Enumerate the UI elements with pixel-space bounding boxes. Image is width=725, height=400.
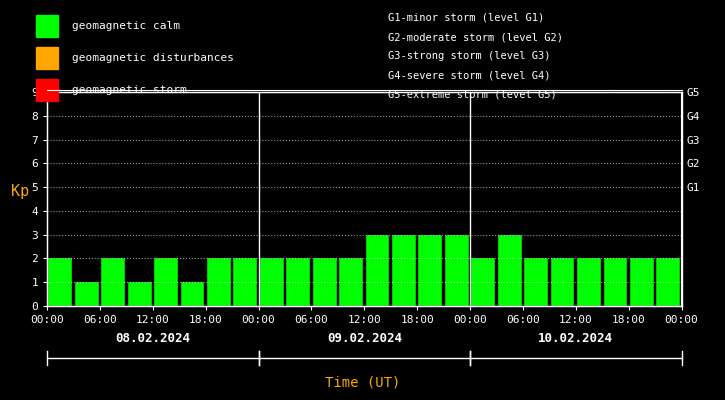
Text: G3-strong storm (level G3): G3-strong storm (level G3) [388, 51, 550, 61]
Text: G4-severe storm (level G4): G4-severe storm (level G4) [388, 70, 550, 81]
Text: 10.02.2024: 10.02.2024 [538, 332, 613, 344]
Bar [392, 235, 416, 306]
Bar [471, 258, 495, 306]
Bar [154, 258, 178, 306]
Text: 09.02.2024: 09.02.2024 [327, 332, 402, 344]
Bar [551, 258, 574, 306]
Bar [339, 258, 363, 306]
Bar [418, 235, 442, 306]
Text: geomagnetic disturbances: geomagnetic disturbances [72, 53, 234, 63]
Bar [656, 258, 680, 306]
Bar [49, 258, 72, 306]
Text: geomagnetic calm: geomagnetic calm [72, 21, 181, 31]
Text: geomagnetic storm: geomagnetic storm [72, 85, 187, 95]
Bar [286, 258, 310, 306]
Bar [365, 235, 389, 306]
Bar [233, 258, 257, 306]
Bar [577, 258, 601, 306]
Bar [498, 235, 521, 306]
Y-axis label: Kp: Kp [11, 184, 29, 199]
Bar [260, 258, 283, 306]
Text: G2-moderate storm (level G2): G2-moderate storm (level G2) [388, 32, 563, 42]
Text: Time (UT): Time (UT) [325, 376, 400, 390]
Text: 08.02.2024: 08.02.2024 [115, 332, 191, 344]
Bar [181, 282, 204, 306]
Bar [630, 258, 654, 306]
Bar [128, 282, 152, 306]
Bar [445, 235, 469, 306]
Bar [207, 258, 231, 306]
Bar [75, 282, 99, 306]
Text: G1-minor storm (level G1): G1-minor storm (level G1) [388, 13, 544, 23]
Bar [102, 258, 125, 306]
Text: G5-extreme storm (level G5): G5-extreme storm (level G5) [388, 90, 557, 100]
Bar [312, 258, 336, 306]
Bar [524, 258, 548, 306]
Bar [603, 258, 627, 306]
